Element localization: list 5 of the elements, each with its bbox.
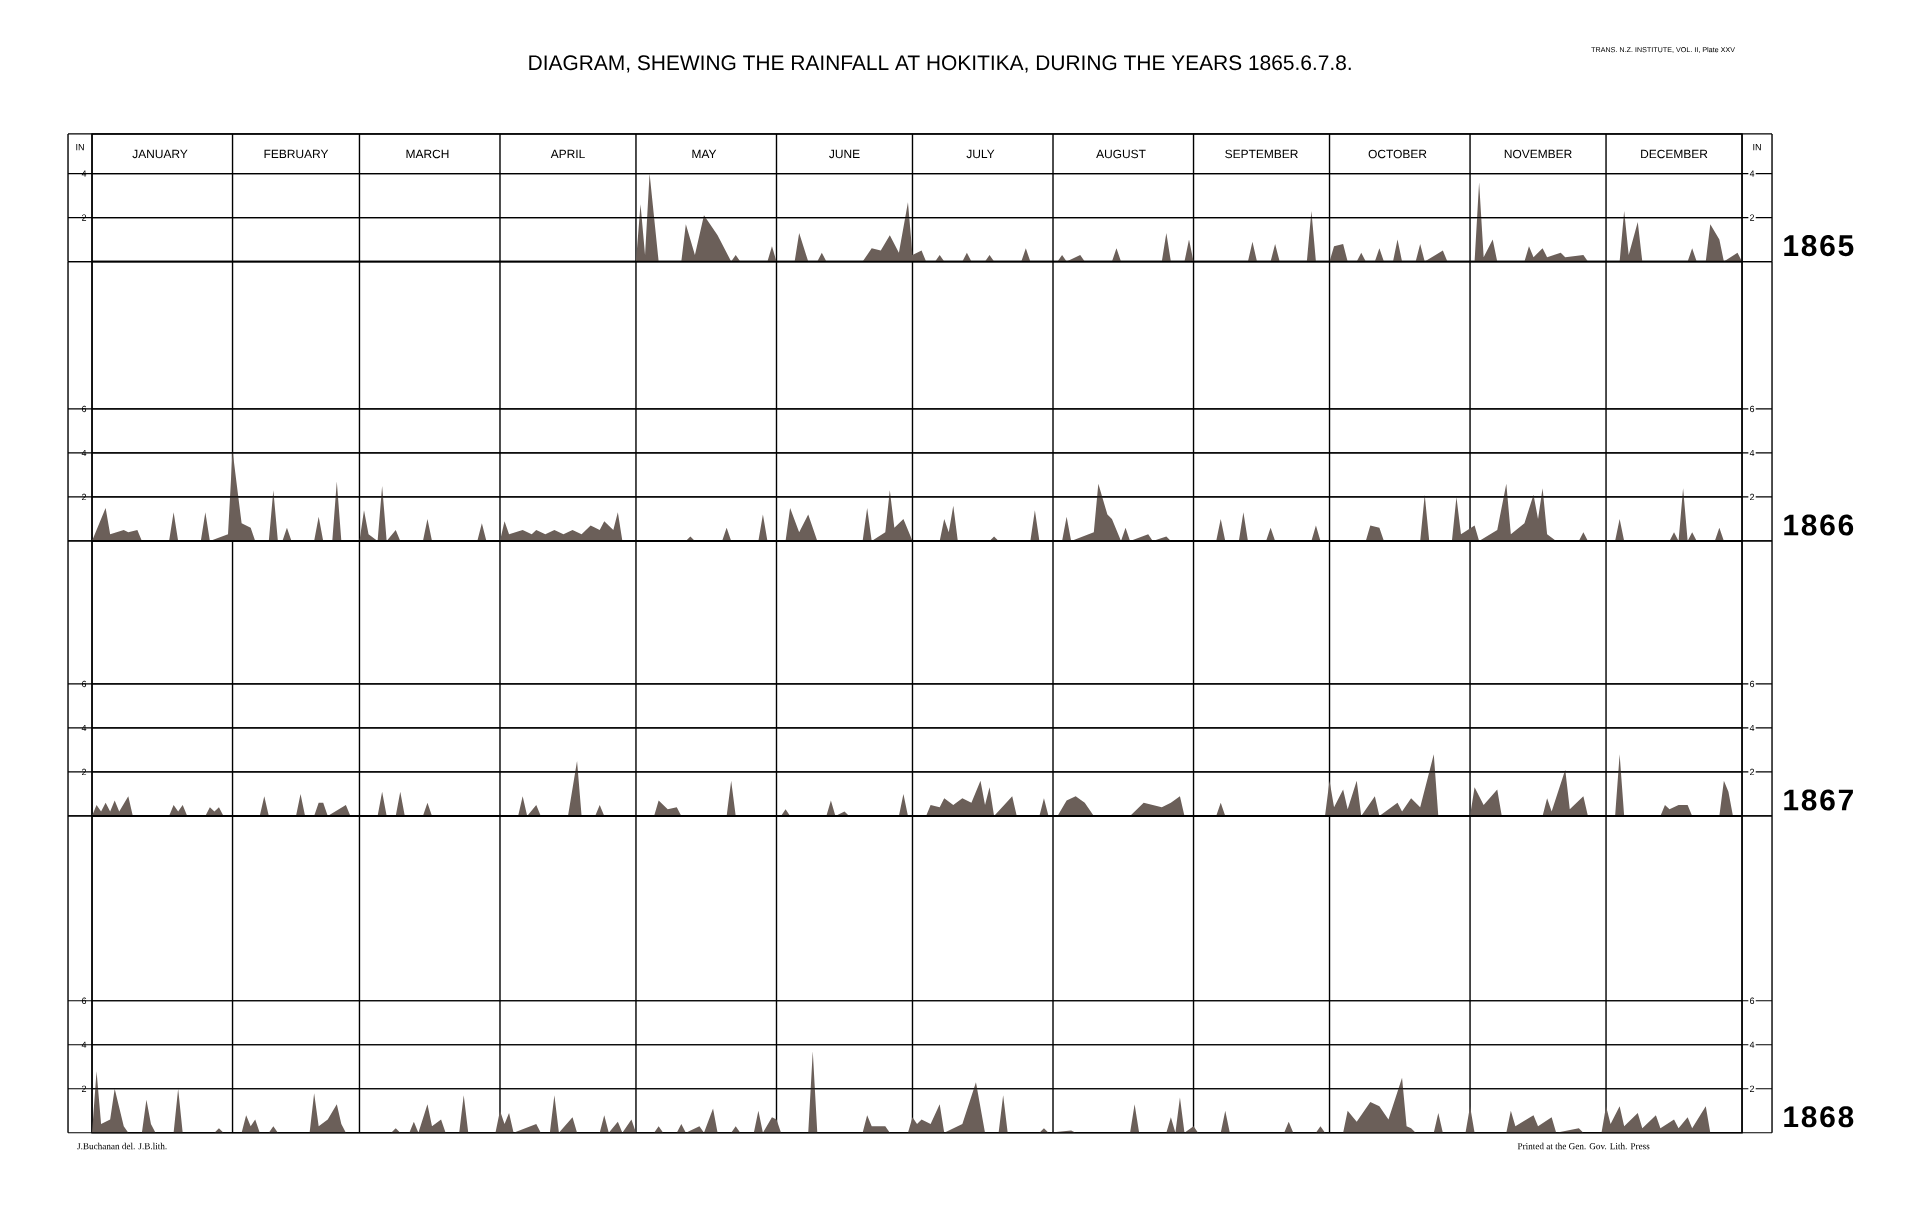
text: 1868 bbox=[1784, 1106, 1854, 1128]
text: 1867 bbox=[1784, 789, 1853, 811]
text: 1865 bbox=[1784, 235, 1854, 257]
text: 1866 bbox=[1784, 514, 1854, 536]
chart-title: DIAGRAM, SHEWING THE RAINFALL AT HOKITIKA, DURING THE YEARS 1865.6.7.8. bbox=[529, 55, 1351, 73]
